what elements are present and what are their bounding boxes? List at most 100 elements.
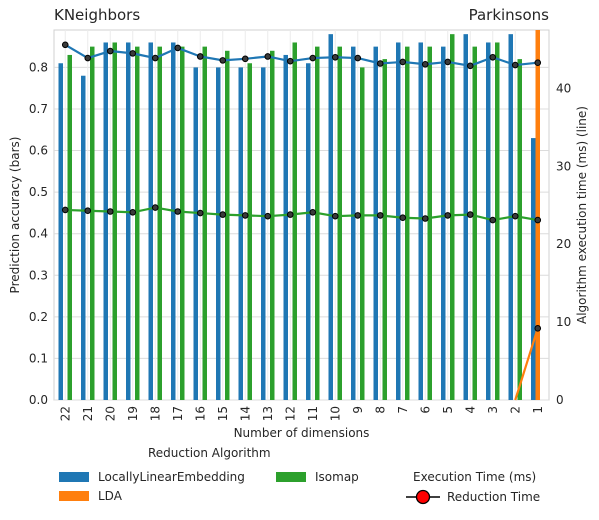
y-tick-label: 0.8 — [29, 60, 48, 74]
legend-label-reduction-time: Reduction Time — [447, 490, 541, 504]
marker-isomap — [84, 207, 92, 215]
marker-locallylinearembedding — [61, 41, 69, 49]
legend-label-lle: LocallyLinearEmbedding — [98, 470, 245, 484]
bar-locallylinearembedding — [396, 42, 401, 400]
x-tick-label: 2 — [508, 406, 522, 414]
chart-title-left: KNeighbors — [54, 6, 141, 24]
legend-label-isomap: Isomap — [315, 470, 359, 484]
bar-isomap — [495, 42, 500, 400]
bar-isomap — [450, 34, 455, 401]
y-axis-label: Prediction accuracy (bars) — [8, 137, 22, 294]
marker-lda — [534, 325, 542, 332]
bar-lda — [535, 30, 540, 400]
legend-item-isomap: Isomap — [276, 470, 359, 484]
bar-isomap — [225, 50, 230, 400]
x-tick-label: 10 — [328, 406, 342, 421]
bar-locallylinearembedding — [351, 46, 356, 401]
bar-isomap — [360, 67, 365, 400]
marker-locallylinearembedding — [421, 60, 429, 68]
bar-isomap — [180, 46, 185, 401]
marker-isomap — [444, 212, 452, 219]
bar-isomap — [382, 59, 387, 400]
marker-isomap — [534, 216, 542, 224]
bar-locallylinearembedding — [373, 46, 378, 401]
x-tick-label: 19 — [126, 406, 140, 421]
line-lda — [514, 328, 539, 401]
bar-isomap — [517, 59, 522, 400]
x-tick-label: 13 — [261, 406, 275, 421]
bar-isomap — [292, 42, 297, 400]
legend-line-marker-icon — [406, 489, 440, 505]
legend-swatch-lda — [59, 491, 89, 501]
marker-locallylinearembedding — [331, 53, 339, 61]
marker-locallylinearembedding — [309, 54, 317, 62]
bar-locallylinearembedding — [238, 67, 243, 400]
x-tick-label: 1 — [531, 406, 545, 414]
line-locallylinearembedding — [64, 43, 538, 67]
legend-item-lle: LocallyLinearEmbedding — [59, 470, 245, 484]
marker-isomap — [286, 211, 294, 218]
bar-isomap — [405, 46, 410, 401]
marker-isomap — [264, 212, 272, 220]
bar-locallylinearembedding — [148, 42, 153, 400]
y-tick-label: 0.1 — [29, 351, 48, 365]
bar-isomap — [135, 46, 140, 401]
x-tick-label: 21 — [81, 406, 95, 421]
bar-locallylinearembedding — [328, 34, 333, 401]
bar-locallylinearembedding — [58, 63, 63, 401]
marker-isomap — [399, 214, 407, 222]
bar-locallylinearembedding — [216, 67, 221, 400]
y-tick-label: 0.2 — [29, 310, 48, 324]
marker-locallylinearembedding — [84, 54, 92, 62]
legend-swatch-isomap — [276, 472, 306, 482]
bar-locallylinearembedding — [531, 138, 536, 400]
bar-isomap — [202, 46, 207, 401]
marker-isomap — [151, 204, 159, 211]
y2-axis-label: Algorithm execution time (ms) (line) — [575, 106, 589, 324]
y2-tick-label: 40 — [556, 81, 571, 95]
bar-isomap — [270, 50, 275, 400]
bar-isomap — [157, 46, 162, 401]
marker-locallylinearembedding — [264, 53, 272, 60]
marker-locallylinearembedding — [399, 58, 407, 66]
bar-locallylinearembedding — [486, 42, 491, 400]
marker-isomap — [376, 212, 384, 219]
marker-isomap — [309, 208, 317, 216]
bar-isomap — [315, 46, 320, 401]
marker-isomap — [219, 211, 227, 218]
legend-heading-bars: Reduction Algorithm — [148, 446, 271, 460]
y-tick-label: 0.4 — [29, 227, 48, 241]
marker-locallylinearembedding — [534, 59, 542, 67]
bar-locallylinearembedding — [441, 46, 446, 401]
marker-isomap — [174, 208, 182, 215]
bar-isomap — [67, 54, 72, 401]
x-tick-label: 17 — [171, 406, 185, 421]
legend: Reduction Algorithm Execution Time (ms) … — [0, 444, 599, 520]
bar-locallylinearembedding — [261, 67, 266, 400]
legend-label-lda: LDA — [98, 489, 122, 503]
marker-isomap — [511, 212, 519, 220]
marker-isomap — [241, 212, 249, 219]
bar-isomap — [472, 46, 477, 401]
x-tick-label: 6 — [418, 406, 432, 414]
x-tick-label: 18 — [148, 406, 162, 421]
x-tick-label: 12 — [283, 406, 297, 421]
x-tick-label: 11 — [306, 406, 320, 421]
bar-locallylinearembedding — [126, 42, 131, 400]
marker-locallylinearembedding — [489, 53, 497, 61]
marker-locallylinearembedding — [106, 47, 114, 55]
marker-isomap — [489, 216, 497, 224]
marker-locallylinearembedding — [511, 61, 519, 69]
bar-isomap — [90, 46, 95, 401]
y-tick-label: 0.7 — [29, 102, 48, 116]
x-tick-label: 16 — [193, 406, 207, 421]
x-tick-label: 14 — [238, 406, 252, 421]
x-tick-label: 15 — [216, 406, 230, 421]
marker-locallylinearembedding — [129, 50, 137, 57]
y-tick-label: 0.5 — [29, 185, 48, 199]
chart-title-right: Parkinsons — [468, 6, 549, 24]
bar-locallylinearembedding — [283, 54, 288, 401]
marker-locallylinearembedding — [196, 53, 204, 60]
marker-isomap — [106, 208, 114, 215]
